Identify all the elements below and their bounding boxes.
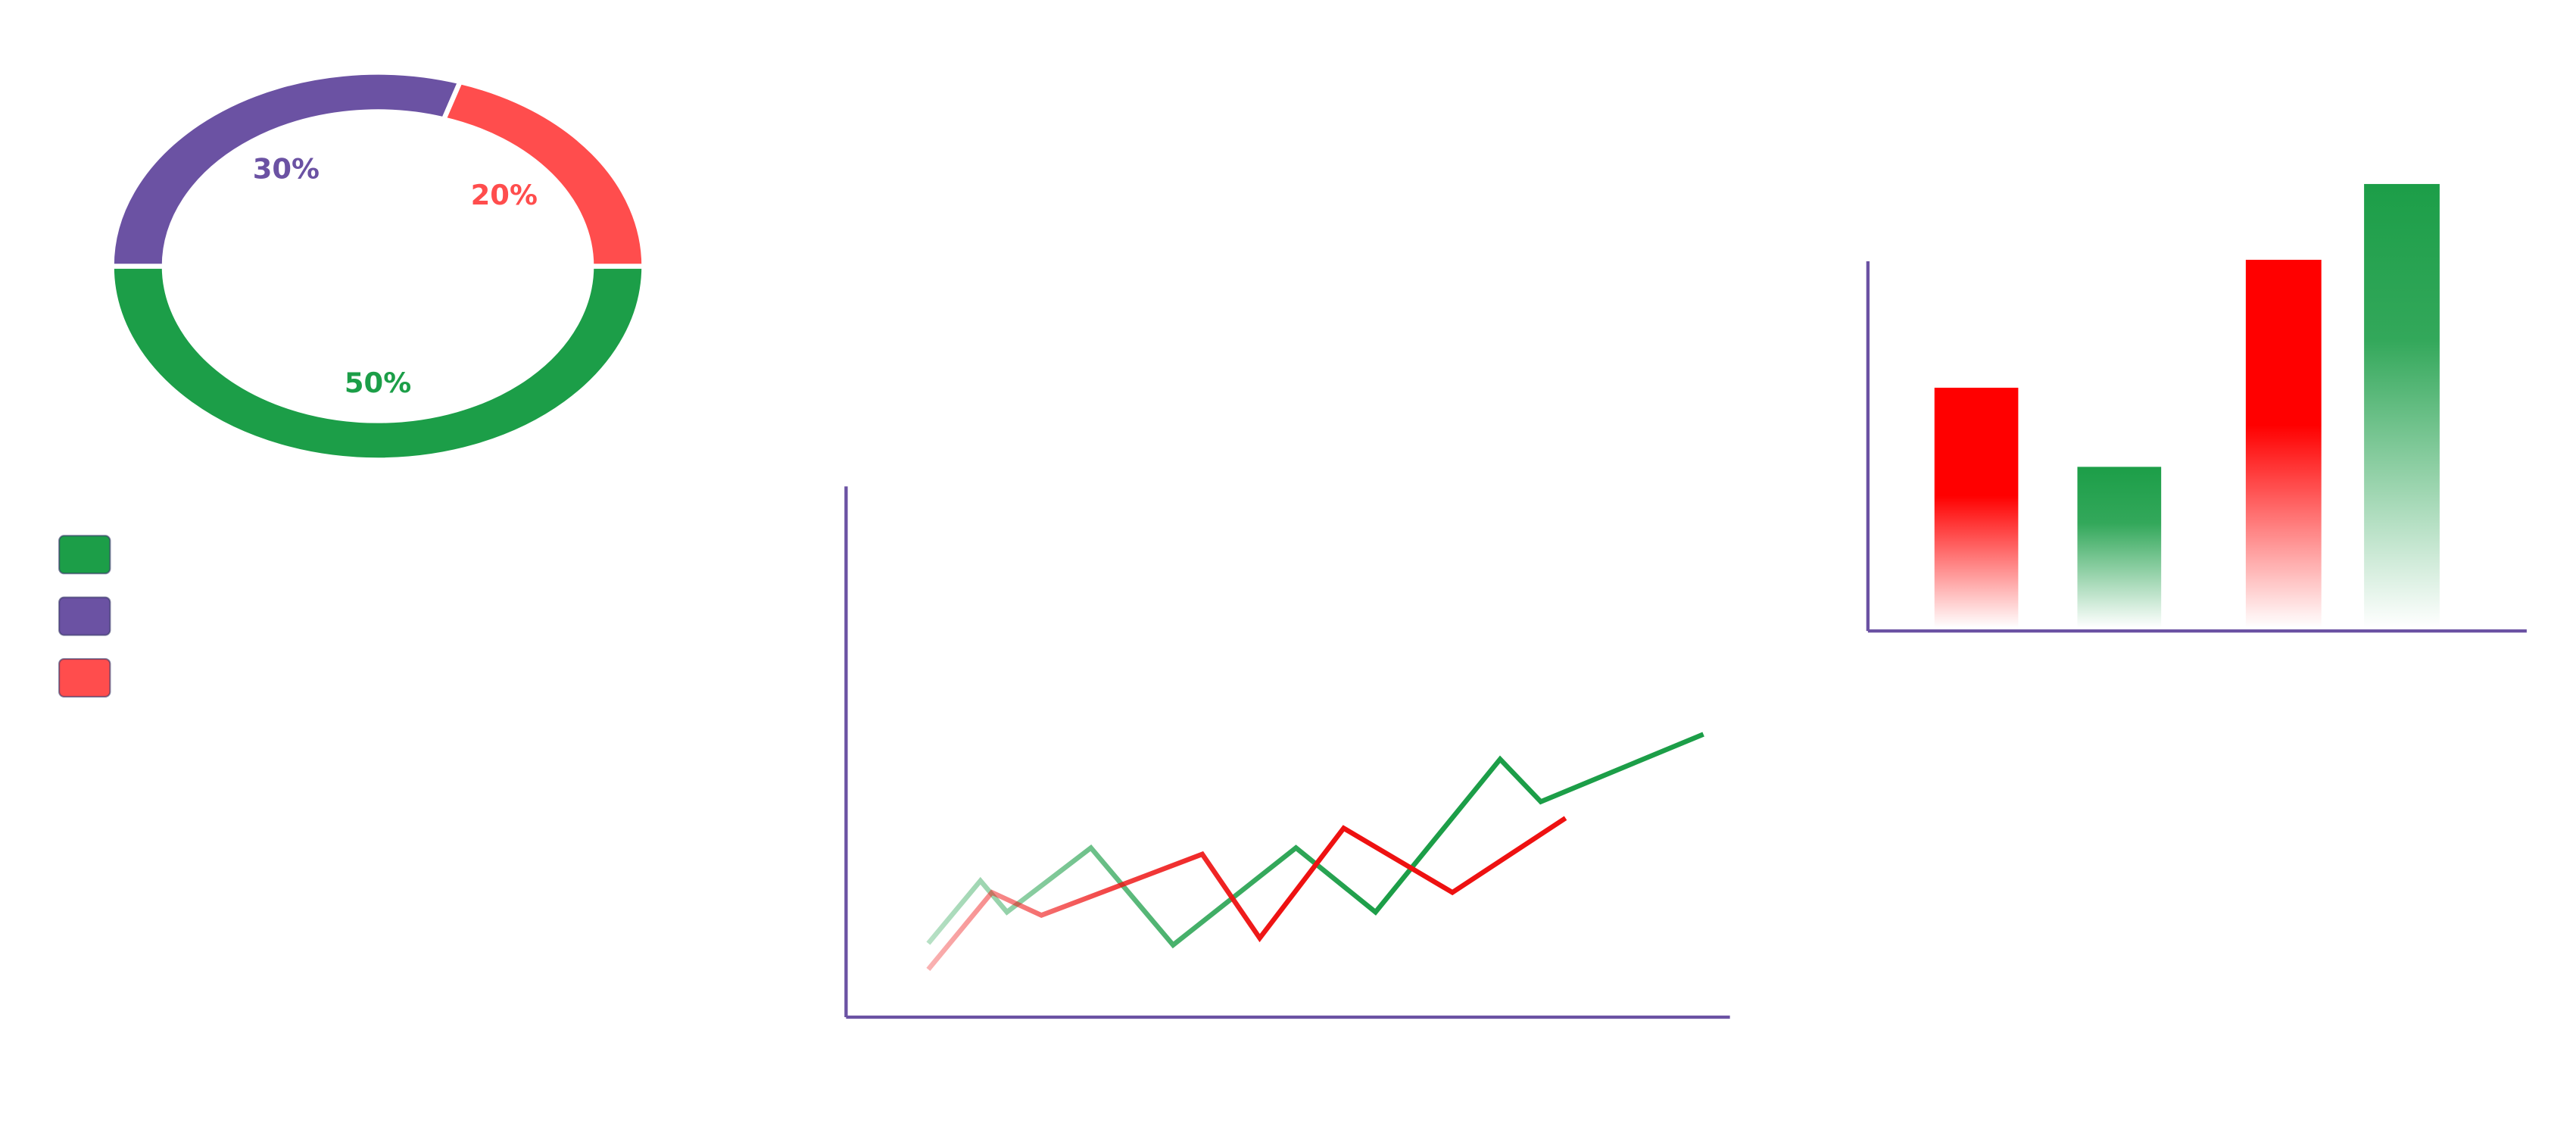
line-series — [926, 816, 1567, 972]
value-label: 20% — [471, 179, 538, 211]
value-label: 30% — [253, 153, 320, 186]
bar — [2364, 183, 2440, 628]
bar — [1934, 387, 2019, 628]
donut-segment — [441, 79, 647, 269]
bar — [2077, 467, 2162, 628]
scene: 50% 30% 20% — [58, 70, 2527, 1019]
donut-segment — [109, 70, 463, 269]
value-label: 50% — [345, 367, 411, 399]
donut-segment — [109, 264, 647, 463]
legend-swatch — [58, 596, 111, 636]
bar — [2245, 260, 2322, 628]
legend-swatch — [58, 657, 111, 698]
line-series — [926, 732, 1704, 949]
legend-swatch — [58, 535, 111, 575]
